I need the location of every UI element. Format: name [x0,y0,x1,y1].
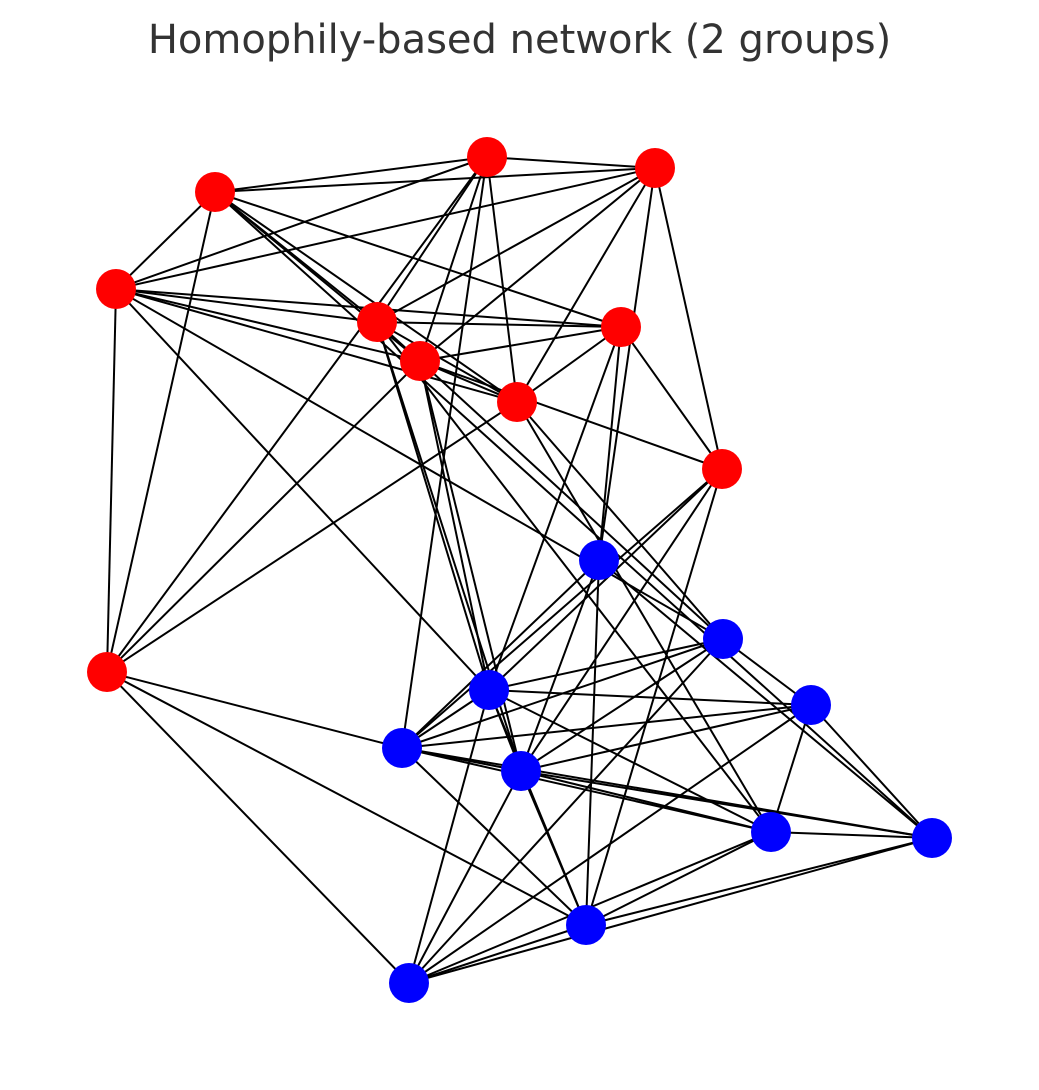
edge-B2-B3 [488,638,724,691]
edge-R5-R8 [516,326,622,403]
edge-B6-B8 [520,770,772,833]
edge-R2-R4 [115,167,656,290]
edge-R2-B1 [598,167,656,561]
edge-R8-B2 [516,401,724,640]
edge-B7-B8 [770,831,933,839]
edge-R3-B7 [214,191,933,839]
node-R3 [195,172,235,212]
node-B5 [382,728,422,768]
edge-B4-B5 [401,704,812,749]
node-B6 [501,751,541,791]
edge-R5-B3 [488,326,622,691]
edge-R2-R6 [376,167,656,323]
edge-R7-B2 [419,360,724,640]
node-R1 [467,137,507,177]
node-R9 [702,449,742,489]
edges-layer [106,156,933,984]
edge-R4-B3 [115,288,490,691]
edge-R3-R8 [214,191,518,403]
node-B2 [703,619,743,659]
node-B7 [912,818,952,858]
node-R6 [357,302,397,342]
edge-R7-B3 [419,360,490,691]
edge-B1-B6 [520,559,600,772]
edge-R1-B5 [401,156,488,749]
edge-B3-B10 [408,689,490,984]
edge-R1-R10 [106,156,488,673]
edge-R3-R4 [115,191,216,290]
figure-title: Homophily-based network (2 groups) [147,17,892,63]
edge-R4-R7 [115,288,421,362]
edge-R1-R6 [376,156,488,323]
edge-R10-B9 [106,671,587,926]
edge-R1-R7 [419,156,488,362]
edge-R5-B1 [598,326,622,561]
nodes-layer [87,137,952,1003]
node-B4 [791,685,831,725]
edge-B6-B10 [408,770,522,984]
node-R8 [497,382,537,422]
edge-R4-R10 [106,288,117,673]
edge-B7-B9 [585,837,933,926]
edge-B6-B9 [520,770,587,926]
edge-R6-B8 [376,321,772,833]
edge-B6-B7 [520,770,933,839]
edge-R5-R9 [620,326,723,470]
edge-B4-B6 [520,704,812,772]
node-R10 [87,652,127,692]
edge-R4-R8 [115,288,518,403]
edge-R9-B6 [520,468,723,772]
node-B3 [469,670,509,710]
edge-R8-R10 [106,401,518,673]
node-R2 [635,148,675,188]
node-B10 [389,963,429,1003]
edge-R6-R8 [376,321,518,403]
edge-R1-R3 [214,156,488,193]
node-R5 [601,307,641,347]
edge-B4-B7 [810,704,933,839]
edge-R3-R10 [106,191,216,673]
node-B1 [579,540,619,580]
edge-B3-B4 [488,689,812,706]
edge-R8-B8 [516,401,772,833]
edge-B2-B10 [408,638,724,984]
edge-R7-R10 [106,360,421,673]
edge-R2-R3 [214,167,656,193]
edge-R1-R2 [486,156,656,169]
edge-B5-B9 [401,747,587,926]
node-R4 [96,269,136,309]
edge-B8-B9 [585,831,772,926]
edge-R3-R5 [214,191,622,328]
edge-R9-B3 [488,468,723,691]
edge-R7-R9 [419,360,723,470]
edge-B1-B5 [401,559,600,749]
edge-R5-R7 [419,326,622,362]
edge-R4-R6 [115,288,378,323]
edge-B9-B10 [408,924,587,984]
edge-B4-B10 [408,704,812,984]
edge-B1-B7 [598,559,933,839]
edge-R1-R4 [115,156,488,290]
edge-B7-B10 [408,837,933,984]
edge-R1-R8 [486,156,518,403]
edge-R2-R8 [516,167,656,403]
edge-R10-B5 [106,671,403,749]
edge-R10-B10 [106,671,410,984]
node-B8 [751,812,791,852]
edge-R9-B5 [401,468,723,749]
edge-R2-R9 [654,167,723,470]
edge-B3-B8 [488,689,772,833]
edge-B2-B6 [520,638,724,772]
node-R7 [400,341,440,381]
node-B9 [566,905,606,945]
edge-R5-R6 [376,321,622,328]
edge-R2-R7 [419,167,656,362]
